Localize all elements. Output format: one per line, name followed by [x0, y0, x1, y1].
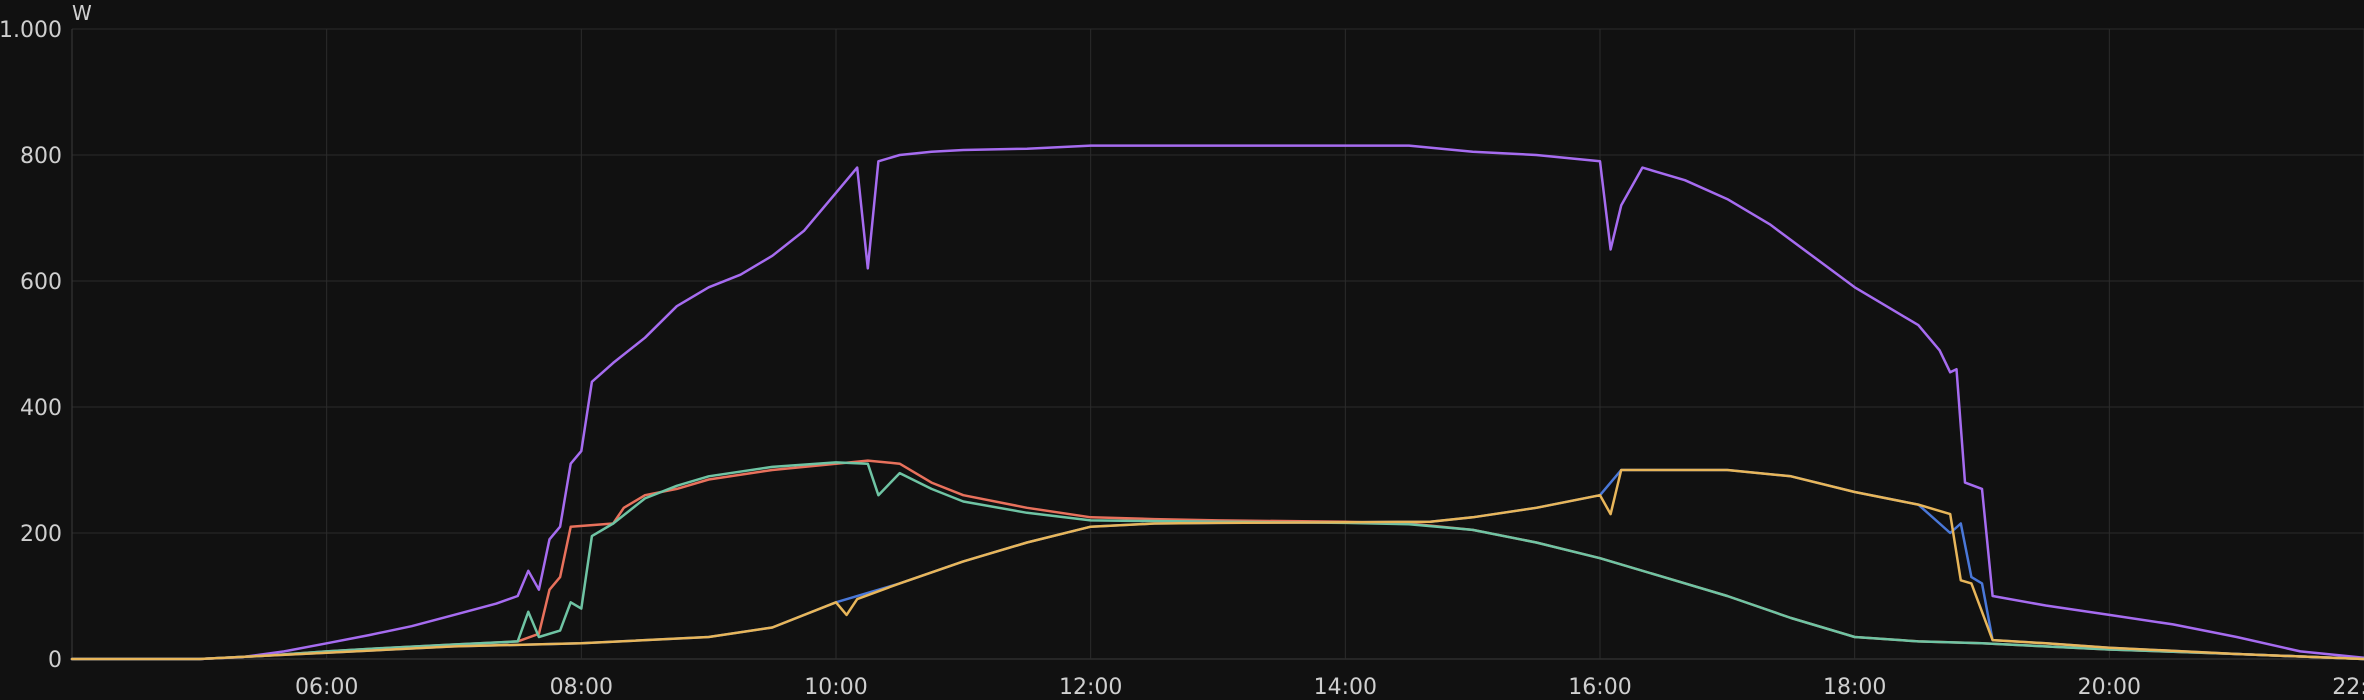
x-tick-label: 22:00 — [2332, 675, 2364, 700]
series-line-5 — [70, 468, 2364, 661]
y-tick-label: 800 — [20, 144, 62, 169]
series-line-3 — [70, 461, 2364, 661]
series-line-1 — [70, 144, 2364, 661]
y-tick-label: 200 — [20, 522, 62, 547]
y-axis-unit-label: W — [72, 1, 92, 25]
y-tick-label: 400 — [20, 396, 62, 421]
x-tick-label: 12:00 — [1059, 675, 1122, 700]
x-tick-label: 06:00 — [295, 675, 358, 700]
y-axis-ticks: 0 200 400 600 800 1.000 — [0, 18, 62, 673]
y-tick-label: 0 — [48, 648, 62, 673]
series-lines — [70, 144, 2364, 661]
y-tick-label: 1.000 — [0, 18, 62, 43]
series-line-4 — [70, 468, 2364, 661]
series-line-2 — [70, 459, 2364, 661]
x-tick-label: 10:00 — [804, 675, 867, 700]
x-tick-label: 20:00 — [2078, 675, 2141, 700]
x-tick-label: 18:00 — [1823, 675, 1886, 700]
x-tick-label: 16:00 — [1568, 675, 1631, 700]
x-tick-label: 08:00 — [550, 675, 613, 700]
y-tick-label: 600 — [20, 270, 62, 295]
x-axis-ticks: 06:00 08:00 10:00 12:00 14:00 16:00 18:00 20:00… — [295, 675, 2364, 700]
grid — [71, 28, 2364, 660]
x-tick-label: 14:00 — [1314, 675, 1377, 700]
